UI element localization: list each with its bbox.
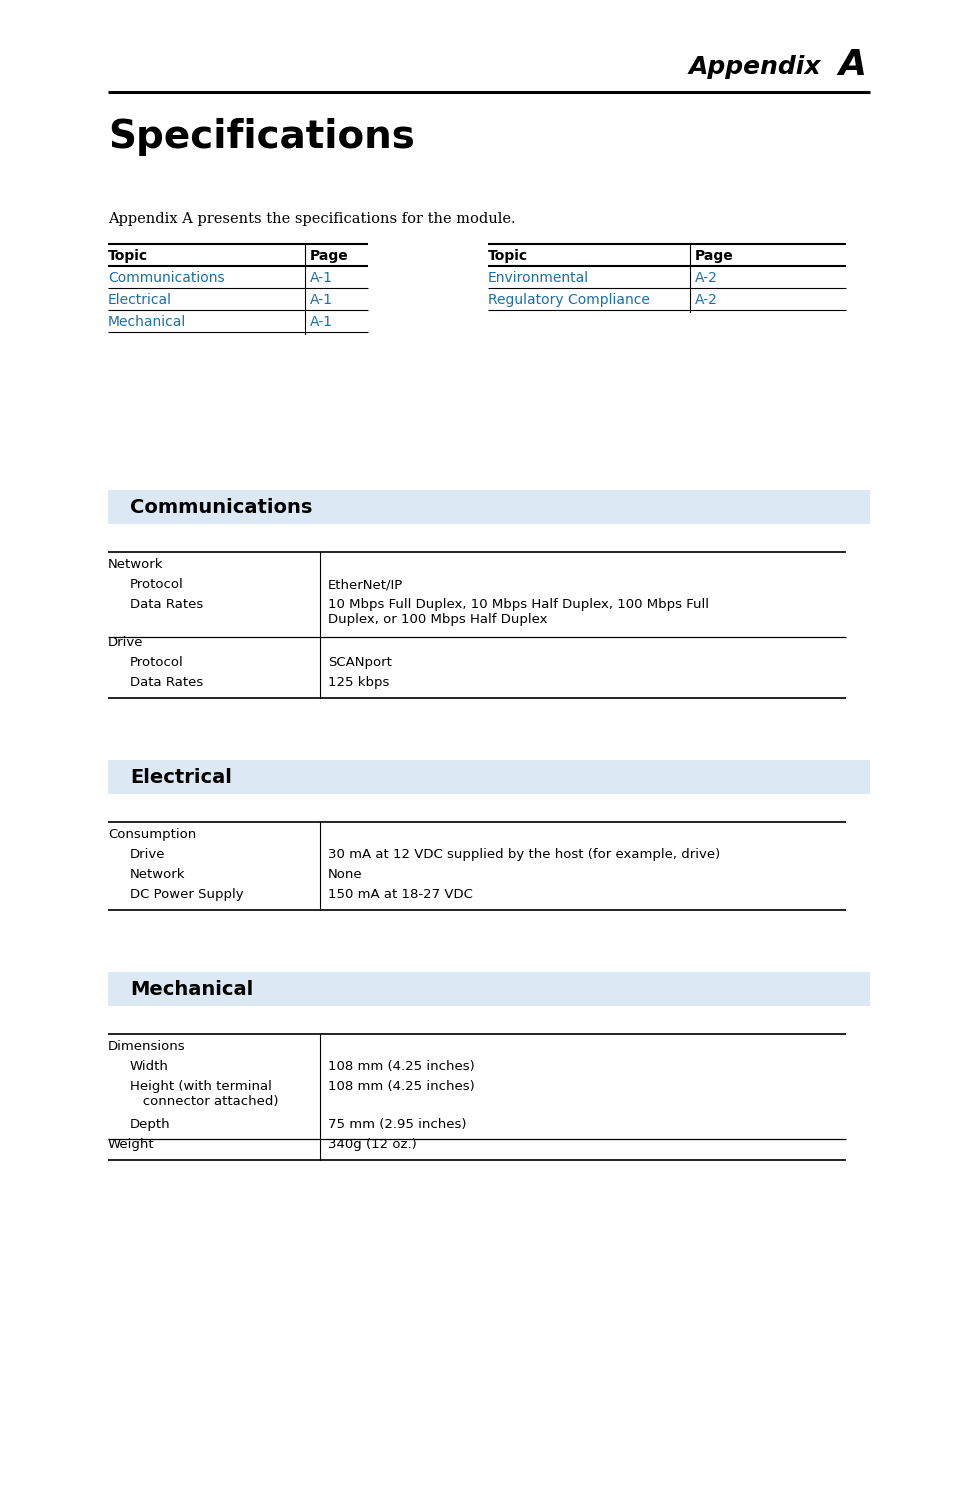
Text: Page: Page	[310, 248, 349, 263]
Text: Network: Network	[130, 868, 185, 880]
Text: 30 mA at 12 VDC supplied by the host (for example, drive): 30 mA at 12 VDC supplied by the host (fo…	[328, 848, 720, 861]
Text: Data Rates: Data Rates	[130, 598, 203, 611]
Text: A-2: A-2	[695, 271, 717, 286]
Text: A-1: A-1	[310, 315, 333, 329]
Text: None: None	[328, 868, 362, 880]
Text: Communications: Communications	[130, 498, 312, 517]
Text: Protocol: Protocol	[130, 578, 184, 590]
Text: Communications: Communications	[108, 271, 224, 286]
Text: Mechanical: Mechanical	[130, 980, 253, 999]
Bar	[108, 491, 869, 523]
Text: 10 Mbps Full Duplex, 10 Mbps Half Duplex, 100 Mbps Full
Duplex, or 100 Mbps Half: 10 Mbps Full Duplex, 10 Mbps Half Duplex…	[328, 598, 708, 626]
Text: Appendix A presents the specifications for the module.: Appendix A presents the specifications f…	[108, 213, 515, 226]
Text: EtherNet/IP: EtherNet/IP	[328, 578, 403, 590]
Text: A-1: A-1	[310, 293, 333, 306]
Text: Environmental: Environmental	[488, 271, 589, 286]
Text: Width: Width	[130, 1060, 169, 1074]
Text: Drive: Drive	[130, 848, 165, 861]
Text: 108 mm (4.25 inches): 108 mm (4.25 inches)	[328, 1060, 475, 1074]
Text: Appendix: Appendix	[688, 55, 829, 79]
Text: Data Rates: Data Rates	[130, 677, 203, 688]
Bar	[108, 760, 869, 794]
Text: 75 mm (2.95 inches): 75 mm (2.95 inches)	[328, 1118, 466, 1132]
Text: Page: Page	[695, 248, 733, 263]
Text: Height (with terminal
   connector attached): Height (with terminal connector attached…	[130, 1080, 278, 1108]
Text: Topic: Topic	[108, 248, 148, 263]
Text: Electrical: Electrical	[130, 767, 232, 787]
Text: Depth: Depth	[130, 1118, 171, 1132]
Text: A: A	[837, 48, 865, 82]
Text: Electrical: Electrical	[108, 293, 172, 306]
Text: 108 mm (4.25 inches): 108 mm (4.25 inches)	[328, 1080, 475, 1093]
Text: 150 mA at 18-27 VDC: 150 mA at 18-27 VDC	[328, 888, 473, 901]
Text: SCANport: SCANport	[328, 656, 392, 669]
Text: Drive: Drive	[108, 636, 143, 648]
Text: 340g (12 oz.): 340g (12 oz.)	[328, 1138, 416, 1151]
Text: 125 kbps: 125 kbps	[328, 677, 389, 688]
Text: A-2: A-2	[695, 293, 717, 306]
Text: Network: Network	[108, 558, 163, 571]
Text: A-1: A-1	[310, 271, 333, 286]
Text: Topic: Topic	[488, 248, 528, 263]
Text: DC Power Supply: DC Power Supply	[130, 888, 243, 901]
Text: Mechanical: Mechanical	[108, 315, 186, 329]
Text: Protocol: Protocol	[130, 656, 184, 669]
Text: Regulatory Compliance: Regulatory Compliance	[488, 293, 649, 306]
Text: Consumption: Consumption	[108, 828, 196, 842]
Bar	[108, 972, 869, 1007]
Text: Weight: Weight	[108, 1138, 154, 1151]
Text: Dimensions: Dimensions	[108, 1039, 186, 1053]
Text: Specifications: Specifications	[108, 117, 415, 156]
